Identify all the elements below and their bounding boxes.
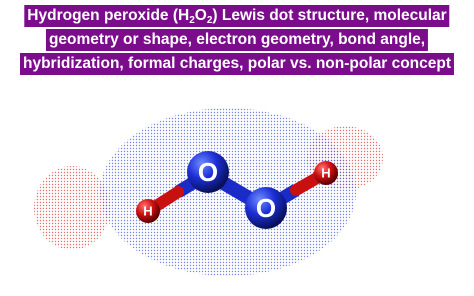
title-line: hybridization, formal charges, polar vs.… (19, 53, 455, 75)
oxygen-atom (245, 187, 287, 229)
hydrogen-atom (136, 199, 160, 223)
atom-label: O (256, 193, 276, 223)
atom-label: O (198, 157, 218, 187)
subscript: 2 (206, 15, 213, 26)
atom-label: H (143, 204, 152, 219)
atom-label: H (321, 166, 330, 181)
title-line: geometry or shape, electron geometry, bo… (45, 29, 429, 51)
title-text: hybridization, formal charges, polar vs.… (22, 55, 452, 72)
subscript: 2 (189, 15, 195, 26)
title-text: ) Lewis dot structure, molecular (212, 7, 447, 24)
title-line: Hydrogen peroxide (H2O2) Lewis dot struc… (24, 5, 450, 27)
h-cloud (34, 166, 110, 250)
title-text: geometry or shape, electron geometry, bo… (48, 31, 426, 48)
title-text: O (194, 7, 207, 24)
hydrogen-atom (314, 161, 338, 185)
title-text: Hydrogen peroxide (H (27, 7, 190, 24)
oxygen-atom (187, 151, 229, 193)
